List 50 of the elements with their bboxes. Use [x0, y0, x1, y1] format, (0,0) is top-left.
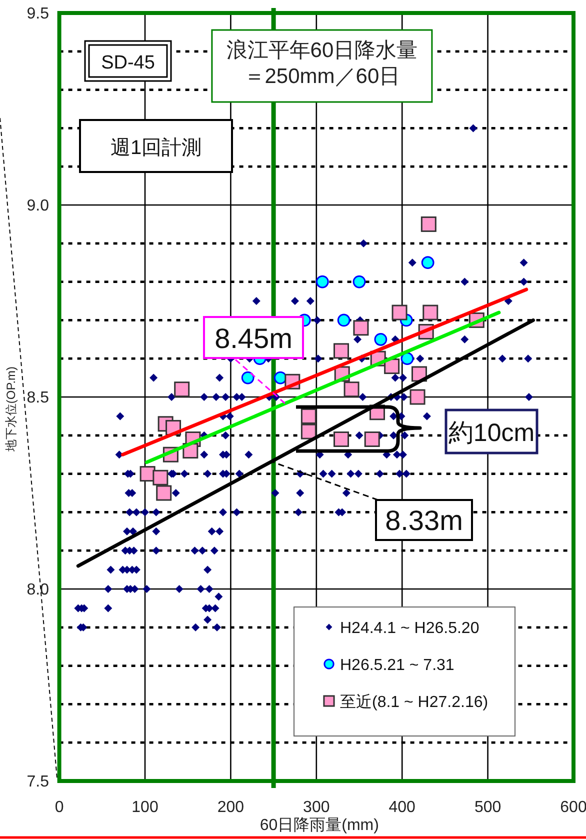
- point: [421, 256, 434, 270]
- annotation: 週1回計測: [110, 137, 202, 159]
- x-tick-label: 200: [217, 799, 244, 816]
- point: [241, 371, 254, 384]
- ylabel: 地下水位(OP.m): [4, 366, 18, 452]
- x-tick-label: 100: [132, 799, 158, 816]
- legend-label: H24.4.1 ~ H26.5.20: [340, 620, 480, 637]
- point: [334, 343, 350, 359]
- annotation: 約10cm: [444, 408, 538, 454]
- x-tick-label: 400: [388, 799, 416, 816]
- point: [353, 320, 369, 336]
- x-tick-label: 0: [54, 799, 64, 816]
- ref-line-label: 浪江平年60日降水量＝250mm／60日: [226, 39, 418, 88]
- y-tick-label: 9.5: [26, 6, 50, 22]
- y-tick-label: 7.5: [26, 774, 50, 790]
- x-tick-label: 500: [474, 799, 502, 816]
- legend-label: H26.5.21 ~ 7.31: [340, 657, 454, 674]
- point: [156, 485, 172, 501]
- annotation: 8.45m: [203, 316, 304, 359]
- annotation: 8.33m: [385, 505, 463, 536]
- y-tick-label: 8.5: [26, 390, 50, 406]
- annotation: SD-45: [101, 52, 155, 74]
- annotation: 週1回計測: [79, 119, 233, 173]
- annotation: 8.45m: [214, 323, 292, 354]
- point: [410, 389, 426, 405]
- point: [152, 470, 168, 486]
- point: [174, 382, 190, 398]
- point: [364, 431, 380, 447]
- annotation: 約10cm: [448, 419, 535, 447]
- annotation: SD-45: [84, 40, 172, 82]
- x-tick-label: 300: [303, 799, 330, 816]
- point: [334, 431, 350, 447]
- point: [374, 332, 388, 346]
- point: [316, 275, 329, 288]
- annotation: 8.33m: [375, 499, 473, 541]
- y-tick-label: 9.0: [26, 198, 50, 214]
- point: [422, 304, 438, 320]
- point: [400, 352, 414, 366]
- point: [420, 216, 436, 232]
- x-tick-label: 600: [560, 799, 586, 816]
- y-tick-label: 8.0: [26, 582, 50, 598]
- xlabel: 60日降雨量(mm): [260, 817, 379, 834]
- point: [384, 358, 400, 374]
- point: [337, 314, 350, 327]
- point: [344, 382, 360, 398]
- point: [300, 424, 316, 440]
- point: [300, 408, 316, 424]
- point: [352, 275, 366, 288]
- point: [392, 304, 408, 320]
- legend-label: 至近(8.1 ~ H27.2.16): [340, 693, 488, 711]
